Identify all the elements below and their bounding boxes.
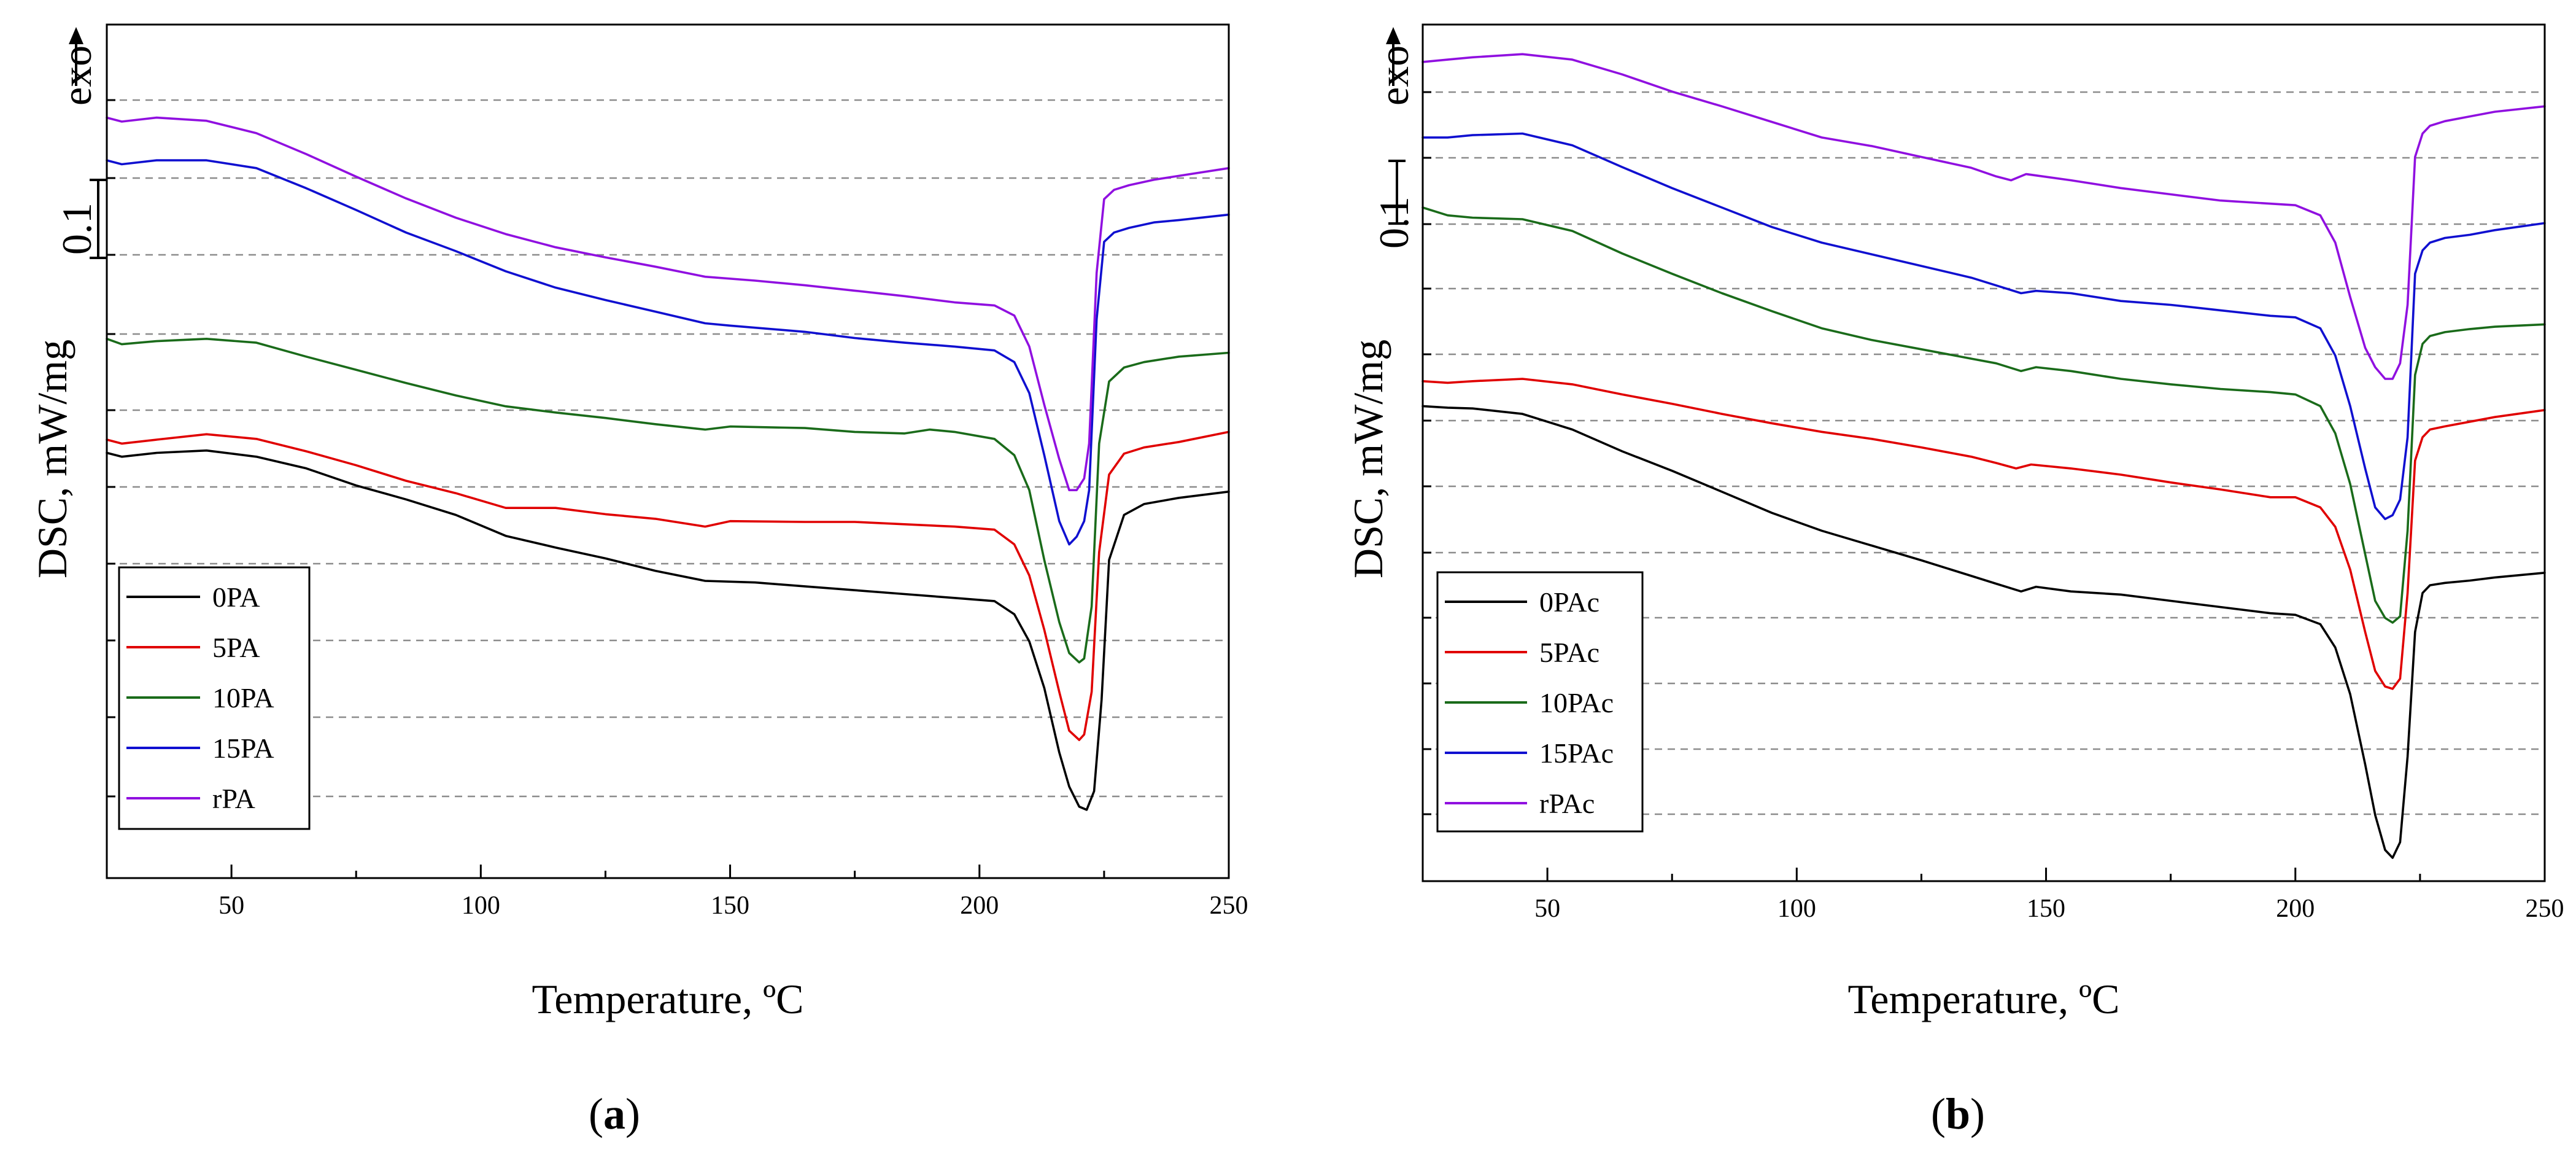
panel-b-exo-label: exo xyxy=(1371,45,1417,106)
panel-a-series xyxy=(106,116,1230,811)
panel-b-x-tick-label: 200 xyxy=(2276,895,2315,923)
series-5pac-line xyxy=(1421,378,2546,690)
panel-b-x-tick-label: 100 xyxy=(1777,895,1816,923)
legend-label-15pac: 15PAc xyxy=(1539,737,1614,769)
panel-a-legend: 0PA 5PA 10PA 15PA rPA xyxy=(118,566,311,830)
panel-b-x-tick-label: 250 xyxy=(2526,895,2564,923)
panel-b-legend: 0PAc 5PAc 10PAc 15PAc rPAc xyxy=(1436,571,1644,833)
panel-a-tick-labels: 50 100 150 200 250 xyxy=(219,892,1248,920)
series-0pa-line xyxy=(106,449,1230,811)
panel-a-exo-label: exo xyxy=(53,45,100,106)
legend-label-5pac: 5PAc xyxy=(1539,637,1599,668)
panel-a: 50 100 150 200 250 exo 0.1 DSC, mW/mg Temper… xyxy=(29,23,1248,1138)
panel-a-x-tick-label: 200 xyxy=(960,892,999,920)
panel-b-tick-labels: 50 100 150 200 250 xyxy=(1534,895,2564,923)
panel-b-label: (b) xyxy=(1931,1089,1985,1138)
legend-label-rpa: rPA xyxy=(212,783,255,814)
panel-b-y-axis-title: DSC, mW/mg xyxy=(1345,340,1391,578)
panel-b-series xyxy=(1421,53,2546,859)
legend-label-0pac: 0PAc xyxy=(1539,586,1599,618)
panel-a-x-tick-label: 100 xyxy=(462,892,500,920)
panel-b-x-tick-label: 50 xyxy=(1534,895,1560,923)
series-15pac-line xyxy=(1421,132,2546,521)
panel-a-x-tick-label: 150 xyxy=(711,892,749,920)
series-0pac-line xyxy=(1421,405,2546,859)
panel-b: 50 100 150 200 250 exo 0.1 DSC, mW/mg Temper… xyxy=(1345,23,2564,1138)
panel-a-x-axis-title: Temperature, ºC xyxy=(532,976,803,1022)
series-rpac-line xyxy=(1421,53,2546,380)
panel-b-scale-bar xyxy=(1388,160,1406,225)
panel-a-plot-frame xyxy=(106,23,1230,879)
panel-b-x-axis-title: Temperature, ºC xyxy=(1847,976,2119,1022)
panel-a-y-axis-title: DSC, mW/mg xyxy=(29,340,75,578)
panel-b-x-tick-label: 150 xyxy=(2027,895,2065,923)
panel-a-scale-bar-label: 0.1 xyxy=(53,203,100,255)
legend-label-5pa: 5PA xyxy=(212,632,260,663)
legend-label-10pac: 10PAc xyxy=(1539,687,1614,718)
series-10pac-line xyxy=(1421,206,2546,624)
panel-a-label: (a) xyxy=(589,1089,640,1138)
panel-a-scale-bar xyxy=(90,179,107,259)
panel-a-gridlines xyxy=(107,99,1229,798)
panel-b-exo-arrowhead xyxy=(1386,27,1401,44)
legend-label-10pa: 10PA xyxy=(212,682,274,714)
panel-b-scale-bar-label: 0.1 xyxy=(1371,196,1417,249)
panel-a-x-tick-label: 250 xyxy=(1210,892,1248,920)
legend-label-0pa: 0PA xyxy=(212,581,260,613)
legend-label-15pa: 15PA xyxy=(212,733,274,764)
panel-b-plot-frame xyxy=(1421,23,2546,882)
series-5pa-line xyxy=(106,430,1230,741)
panel-a-ticks xyxy=(106,99,1230,878)
series-rpa-line xyxy=(106,116,1230,491)
panel-a-x-tick-label: 50 xyxy=(219,892,244,920)
series-10pa-line xyxy=(106,338,1230,664)
legend-label-rpac: rPAc xyxy=(1539,788,1595,819)
series-15pa-line xyxy=(106,159,1230,546)
panel-a-exo-arrowhead xyxy=(69,27,83,44)
